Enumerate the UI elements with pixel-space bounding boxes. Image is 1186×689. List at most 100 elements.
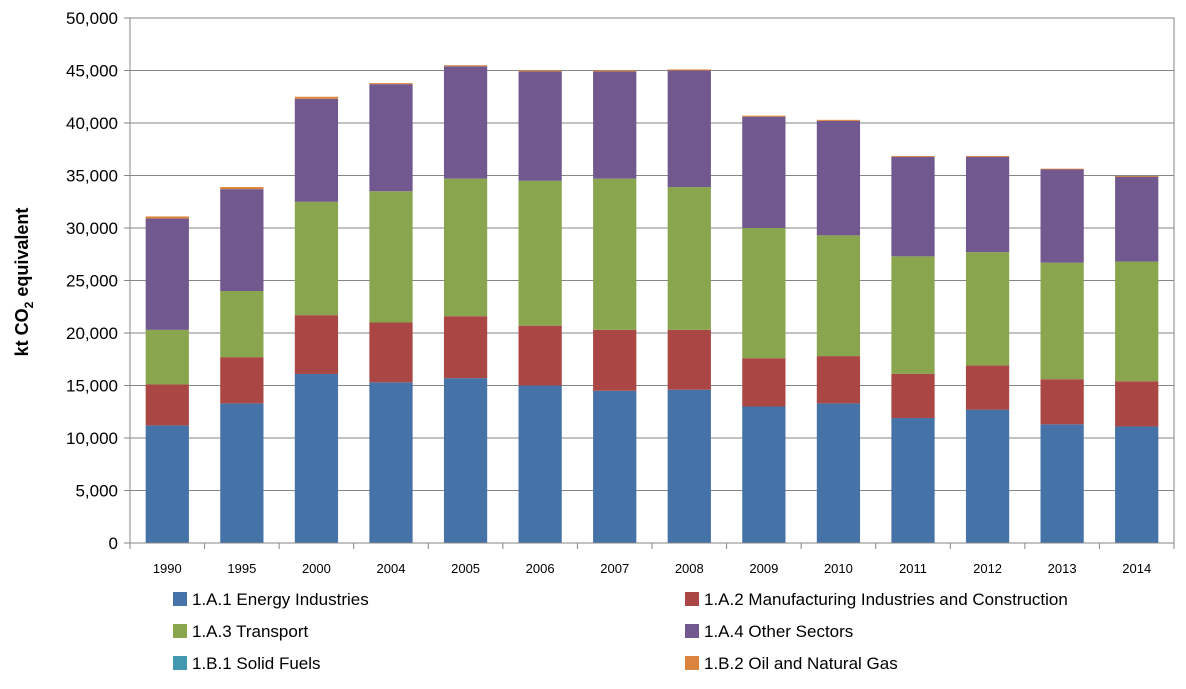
bar-segment: [220, 291, 264, 358]
legend-swatch: [685, 624, 699, 638]
legend-swatch: [685, 656, 699, 670]
x-tick-label: 2004: [377, 561, 406, 576]
bar-segment: [1115, 261, 1159, 382]
bar-segment: [145, 425, 189, 543]
bar-segment: [1040, 379, 1084, 425]
bar-segment: [220, 189, 264, 291]
bar-segment: [145, 329, 189, 385]
bar-segment: [593, 70, 637, 72]
bar-segment: [891, 373, 935, 419]
bar-segment: [667, 389, 711, 543]
y-tick-label: 50,000: [66, 9, 118, 28]
bar-segment: [593, 390, 637, 543]
bar-segment: [1040, 168, 1084, 170]
bar-segment: [965, 252, 1010, 366]
bar-segment: [965, 409, 1010, 543]
bar-segment: [816, 403, 861, 543]
x-tick-label: 2011: [899, 561, 927, 576]
axes: 0 5,000 10,000 15,000 20,000 25,000 30,000 35,0…: [66, 9, 1175, 576]
x-tick-label: 2005: [451, 561, 480, 576]
bar-segment: [518, 71, 562, 181]
x-tick-label: 2013: [1048, 561, 1077, 576]
bar-segment: [965, 365, 1010, 410]
bar-segment: [667, 329, 711, 390]
x-tick-label: 2014: [1122, 561, 1151, 576]
bar-segment: [593, 329, 637, 391]
legend-label: 1.A.3 Transport: [192, 622, 309, 641]
legend-item: 1.A.1 Energy Industries: [173, 590, 369, 609]
bar-segment: [220, 403, 264, 543]
bar-segment: [891, 256, 935, 374]
bar-segment: [1040, 424, 1084, 543]
x-tick-label: 1995: [227, 561, 256, 576]
bar-segment: [369, 191, 413, 323]
legend-item: 1.A.2 Manufacturing Industries and Const…: [685, 590, 1068, 609]
bar-segment: [369, 382, 413, 543]
bar-segment: [742, 115, 786, 117]
bar-segment: [816, 235, 861, 357]
bar-segment: [816, 120, 861, 236]
bar-segment: [1115, 176, 1159, 177]
bar-segment: [443, 316, 488, 379]
legend-item: 1.B.2 Oil and Natural Gas: [685, 654, 898, 673]
bar-segment: [667, 70, 711, 188]
bar-segment: [965, 156, 1010, 157]
bar-segment: [742, 358, 786, 407]
bar-segment: [369, 322, 413, 383]
legend-swatch: [685, 592, 699, 606]
legend-label: 1.A.2 Manufacturing Industries and Const…: [704, 590, 1068, 609]
legend-label: 1.B.1 Solid Fuels: [192, 654, 321, 673]
bar-segment: [891, 156, 935, 157]
bar-segment: [593, 71, 637, 179]
bar-segment: [965, 156, 1010, 253]
x-tick-label: 2007: [600, 561, 629, 576]
y-tick-label: 45,000: [66, 62, 118, 81]
bar-segment: [742, 406, 786, 543]
bar-segment: [1115, 381, 1159, 427]
legend-label: 1.A.4 Other Sectors: [704, 622, 853, 641]
bar-segment: [667, 69, 711, 71]
legend-item: 1.A.4 Other Sectors: [685, 622, 853, 641]
bar-segment: [518, 180, 562, 326]
bar-segment: [294, 98, 339, 202]
bar-segment: [518, 70, 562, 72]
y-tick-label: 40,000: [66, 114, 118, 133]
bar-segment: [816, 119, 861, 121]
legend-item: 1.B.1 Solid Fuels: [173, 654, 321, 673]
x-tick-label: 1990: [153, 561, 182, 576]
bar-segment: [369, 84, 413, 192]
legend-label: 1.A.1 Energy Industries: [192, 590, 369, 609]
bar-segment: [742, 116, 786, 228]
bar-segment: [220, 357, 264, 404]
bar-segment: [145, 218, 189, 330]
y-tick-label: 20,000: [66, 324, 118, 343]
bar-segment: [1115, 426, 1159, 543]
y-tick-label: 25,000: [66, 272, 118, 291]
gridlines: [130, 17, 1174, 491]
bar-segment: [891, 418, 935, 543]
x-tick-label: 2010: [824, 561, 853, 576]
legend-swatch: [173, 592, 187, 606]
x-tick-label: 2008: [675, 561, 704, 576]
legend: 1.A.1 Energy Industries 1.A.2 Manufacturi…: [173, 590, 1068, 673]
bar-segment: [294, 373, 339, 543]
bar-segment: [294, 315, 339, 374]
y-tick-label: 10,000: [66, 429, 118, 448]
bar-segment: [443, 178, 488, 317]
bar-segment: [145, 216, 189, 219]
legend-label: 1.B.2 Oil and Natural Gas: [704, 654, 898, 673]
legend-swatch: [173, 656, 187, 670]
bar-segment: [518, 385, 562, 543]
bar-segment: [518, 325, 562, 386]
bar-segment: [816, 356, 861, 404]
bar-segment: [443, 65, 488, 67]
y-tick-label: 5,000: [75, 482, 118, 501]
bar-segment: [220, 187, 264, 190]
y-tick-label: 35,000: [66, 167, 118, 186]
bar-segment: [294, 201, 339, 316]
legend-swatch: [173, 624, 187, 638]
bar-segment: [891, 156, 935, 257]
bar-segment: [369, 83, 413, 85]
